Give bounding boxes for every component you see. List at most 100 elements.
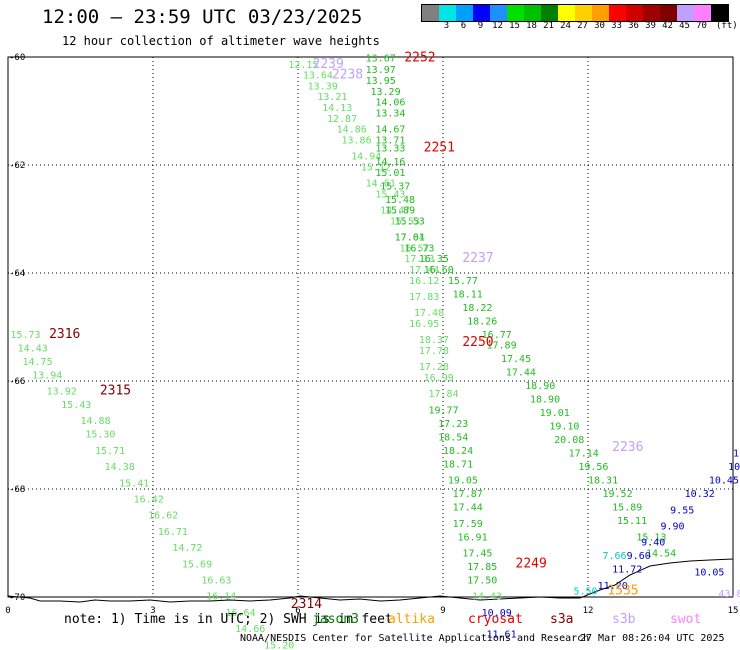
wave-height-label: 14.38 (105, 462, 135, 473)
pass-time-label: 2249 (516, 556, 547, 571)
wave-height-label: 16.99 (424, 373, 454, 384)
wave-height-label: 12.87 (327, 114, 357, 125)
legend-tick-label: 3 (443, 21, 450, 31)
wave-height-label: 13.71 (375, 135, 405, 146)
wave-height-label: 16.63 (201, 576, 231, 587)
legend-tick-label: 9 (477, 21, 484, 31)
wave-height-label: 14.61 (366, 179, 396, 190)
pass-time-label: 2237 (462, 251, 493, 266)
pass-time-label: 1535 (607, 583, 638, 598)
x-tick-label: 15 (728, 606, 739, 616)
legend-swatch (490, 5, 507, 21)
satellite-key-jason3: jason3 (312, 612, 359, 627)
wave-height-label: 18.90 (525, 381, 555, 392)
wave-height-label: 16.42 (134, 495, 164, 506)
satellite-key-swot: swot (670, 612, 702, 627)
wave-height-label: 43.82 (719, 589, 740, 600)
wave-height-label: 14.75 (23, 357, 53, 368)
wave-height-label: 15.43 (375, 189, 405, 200)
legend-swatch (626, 5, 643, 21)
wave-height-label: 14.43 (18, 343, 48, 354)
legend-unit: (ft) (716, 21, 738, 31)
wave-height-label: 11 (733, 449, 740, 460)
wave-height-label: 15.37 (380, 181, 410, 192)
wave-height-label: 10.05 (694, 567, 724, 578)
legend-swatch (507, 5, 524, 21)
wave-height-label: 16.95 (409, 319, 439, 330)
wave-height-label: 17.44 (409, 265, 439, 276)
wave-height-label: 10.09 (482, 608, 512, 619)
wave-height-label: 19.56 (578, 462, 608, 473)
wave-height-label: 16.62 (148, 511, 178, 522)
wave-height-label: 14.06 (375, 98, 405, 109)
satellite-key-s3b: s3b (612, 612, 636, 627)
wave-height-label: 15.11 (617, 516, 647, 527)
wave-height-label: 16.12 (409, 276, 439, 287)
legend-swatch (524, 5, 541, 21)
wave-height-label: 15.69 (182, 559, 212, 570)
wave-height-label: 13.97 (366, 65, 396, 76)
wave-height-label: 10.7 (728, 462, 740, 473)
wave-height-label: 18.31 (588, 476, 618, 487)
wave-height-label: 14.66 (235, 624, 265, 635)
y-tick-label: -68 (9, 485, 25, 495)
legend-swatch (422, 5, 439, 21)
wave-height-label: 16.71 (158, 527, 188, 538)
legend-tick-label: 6 (460, 21, 467, 31)
color-legend-bar (421, 4, 729, 22)
wave-height-label: 15.73 (10, 330, 40, 341)
legend-swatch (711, 5, 728, 21)
legend-tick-label: 12 (492, 21, 503, 31)
legend-swatch (660, 5, 677, 21)
wave-height-label: 18.54 (438, 432, 468, 443)
wave-height-label: 15.53 (395, 216, 425, 227)
legend-tick-label: 42 (662, 21, 673, 31)
page-title: 12:00 – 23:59 UTC 03/23/2025 (42, 6, 363, 28)
x-tick-label: 9 (440, 606, 445, 616)
wave-height-label: 13.64 (303, 71, 333, 82)
wave-height-label: 18.11 (453, 289, 483, 300)
satellite-key-s3a: s3a (550, 612, 574, 627)
wave-height-label: 11.72 (612, 565, 642, 576)
legend-tick-label: 33 (611, 21, 622, 31)
wave-height-label: 10.32 (685, 489, 715, 500)
legend-swatch (694, 5, 711, 21)
satellite-key-altika: altika (388, 612, 435, 627)
wave-height-label: 15.89 (612, 503, 642, 514)
wave-height-label: 15.77 (448, 276, 478, 287)
wave-height-label: 16.73 (404, 243, 434, 254)
wave-height-label: 14.86 (337, 125, 367, 136)
wave-height-label: 14.54 (646, 549, 676, 560)
pass-time-label: 2316 (49, 327, 80, 342)
wave-height-label: 15.01 (375, 168, 405, 179)
wave-height-label: 16.91 (458, 532, 488, 543)
wave-height-label: 16.57 (400, 243, 430, 254)
wave-height-label: 19.52 (603, 489, 633, 500)
wave-height-label: 18.24 (443, 446, 473, 457)
wave-height-label: 14.67 (375, 125, 405, 136)
wave-height-label: 11.20 (598, 581, 628, 592)
coastline (7, 558, 734, 603)
wave-height-label: 14.94 (351, 152, 381, 163)
wave-height-label: 18.22 (462, 303, 492, 314)
wave-height-label: 15.12 (361, 162, 391, 173)
legend-tick-label: 15 (509, 21, 520, 31)
x-tick-label: 0 (5, 606, 10, 616)
wave-height-label: 13.39 (308, 81, 338, 92)
legend-swatch (592, 5, 609, 21)
wave-height-label: 13.94 (32, 370, 62, 381)
footer-timestamp: 27 Mar 08:26:04 UTC 2025 (580, 633, 725, 644)
legend-swatch (643, 5, 660, 21)
y-tick-label: -70 (9, 593, 25, 603)
legend-tick-label: 24 (560, 21, 571, 31)
legend-swatch (677, 5, 694, 21)
wave-height-label: 15.20 (264, 640, 294, 650)
wave-height-label: 14.88 (81, 416, 111, 427)
legend-tick-label: 27 (577, 21, 588, 31)
wave-height-label: 19.77 (429, 405, 459, 416)
wave-height-label: 17.87 (453, 489, 483, 500)
legend-swatch (541, 5, 558, 21)
wave-height-label: 9.55 (670, 505, 694, 516)
